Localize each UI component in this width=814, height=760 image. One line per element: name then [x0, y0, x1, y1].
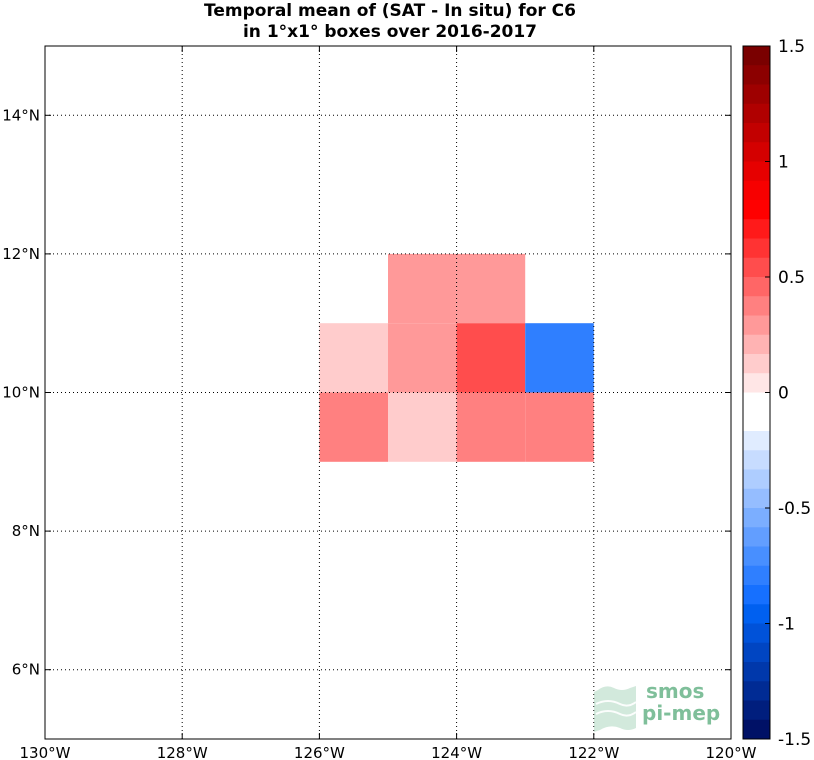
colorbar-segment — [743, 527, 770, 547]
smos-pi-mep-logo: smos pi-mep — [594, 679, 720, 732]
colorbar-segment — [743, 65, 770, 85]
heatmap-cell — [388, 323, 457, 393]
y-tick-label: 10°N — [2, 384, 40, 402]
heatmap-cell — [456, 392, 526, 462]
colorbar-segment — [743, 123, 770, 143]
colorbar-segment — [743, 508, 770, 528]
colorbar-segment — [743, 642, 770, 663]
x-tick-label: 124°W — [431, 744, 482, 760]
colorbar-segment — [743, 354, 770, 374]
x-tick-label: 128°W — [157, 744, 208, 760]
heatmap-cells — [319, 253, 594, 462]
title-line-2: in 1°x1° boxes over 2016-2017 — [243, 22, 537, 42]
colorbar-segment — [743, 257, 770, 278]
logo-wave-lines-icon — [595, 700, 637, 717]
colorbar-segment — [743, 411, 770, 432]
colorbar-segment — [743, 315, 770, 336]
heatmap-cell — [456, 323, 526, 393]
heatmap-cell — [388, 253, 457, 324]
colorbar-tick-label: -1.5 — [778, 730, 811, 750]
colorbar-segment — [743, 488, 770, 509]
colorbar: 1.5 1 0.5 0 -0.5 -1 -1.5 — [742, 37, 811, 750]
colorbar-segment — [743, 219, 770, 239]
y-tick-label: 12°N — [2, 245, 40, 263]
colorbar-segment — [743, 623, 770, 644]
colorbar-segment — [743, 662, 770, 682]
colorbar-tick-label: 1.5 — [778, 37, 805, 57]
heatmap-cell — [525, 323, 594, 393]
x-tick-label: 130°W — [20, 744, 71, 760]
chart-title: Temporal mean of (SAT - In situ) for C6 … — [204, 1, 576, 42]
colorbar-segment — [743, 719, 770, 740]
colorbar-segment — [743, 277, 770, 297]
colorbar-segment — [743, 585, 770, 605]
colorbar-segment — [743, 200, 770, 220]
colorbar-segment — [743, 46, 770, 66]
y-tick-label: 14°N — [2, 106, 40, 124]
colorbar-segment — [743, 546, 770, 567]
x-tick-label: 126°W — [294, 744, 345, 760]
colorbar-segment — [743, 161, 770, 182]
logo-line-2: pi-mep — [642, 701, 720, 725]
colorbar-tick-label: -0.5 — [778, 499, 811, 519]
axis-ticks: 130°W 128°W 126°W 124°W 122°W 120°W 6°N 8°N 10°N… — [2, 46, 757, 760]
colorbar-segment — [743, 392, 770, 413]
colorbar-segment — [743, 334, 770, 355]
colorbar-segment — [743, 142, 770, 162]
colorbar-tick-label: -1 — [778, 615, 795, 635]
colorbar-segment — [743, 450, 770, 470]
colorbar-segment — [743, 103, 770, 124]
colorbar-segment — [743, 180, 770, 201]
colorbar-tick-label: 0.5 — [778, 268, 805, 288]
heatmap-cell — [525, 392, 594, 462]
colorbar-tick-label: 1 — [778, 153, 789, 173]
heatmap-cell — [319, 323, 388, 393]
colorbar-segment — [743, 469, 770, 490]
y-tick-label: 6°N — [12, 661, 40, 679]
heatmap-cell — [388, 392, 457, 462]
logo-line-1: smos — [646, 679, 704, 703]
colorbar-segment — [743, 565, 770, 586]
colorbar-segment — [743, 296, 770, 316]
colorbar-segment — [743, 238, 770, 259]
x-tick-label: 120°W — [706, 744, 757, 760]
colorbar-segment — [743, 373, 770, 393]
colorbar-segment — [743, 84, 770, 105]
heatmap-cell — [319, 392, 388, 462]
y-tick-label: 8°N — [12, 522, 40, 540]
title-line-1: Temporal mean of (SAT - In situ) for C6 — [204, 1, 576, 21]
heatmap-cell — [456, 253, 526, 324]
colorbar-tick-label: 0 — [778, 384, 789, 404]
colorbar-segment — [743, 700, 770, 721]
logo-wave-icon — [594, 686, 636, 732]
colorbar-segment — [743, 604, 770, 624]
colorbar-segment — [743, 431, 770, 451]
colorbar-segment — [743, 681, 770, 701]
x-tick-label: 122°W — [568, 744, 619, 760]
